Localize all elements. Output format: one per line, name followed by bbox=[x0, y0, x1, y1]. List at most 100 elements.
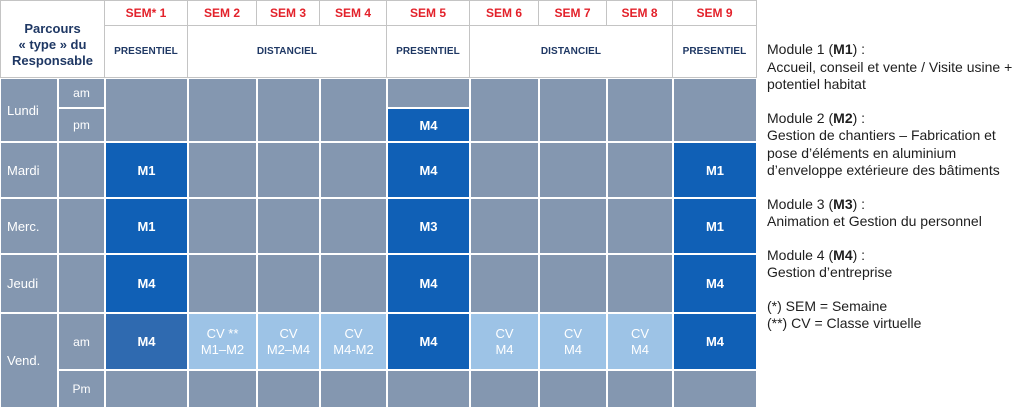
empty-slot bbox=[58, 198, 105, 254]
mode-header-distanciel: DISTANCIEL bbox=[188, 26, 387, 78]
empty-slot bbox=[188, 142, 257, 198]
legend-module-4: Module 4 (M4) : Gestion d’entreprise bbox=[767, 247, 1024, 282]
legend-module-heading: Module 4 (M4) : bbox=[767, 247, 1024, 265]
legend-notes: (*) SEM = Semaine (**) CV = Classe virtu… bbox=[767, 298, 1024, 333]
empty-slot bbox=[188, 198, 257, 254]
empty-slot bbox=[320, 254, 387, 313]
virtual-class-label: CV bbox=[563, 325, 583, 341]
legend-module-1: Module 1 (M1) : Accueil, conseil et vent… bbox=[767, 41, 1024, 94]
session-lundi-pm-sem5: M4 bbox=[387, 108, 470, 142]
corner-label-line: « type » du bbox=[18, 37, 87, 52]
session-jeudi-sem5: M4 bbox=[387, 254, 470, 313]
empty-slot bbox=[320, 370, 387, 408]
legend-module-description: Gestion de chantiers – Fabrication et bbox=[767, 127, 996, 143]
empty-slot bbox=[470, 254, 539, 313]
week-header-sem9: SEM 9 bbox=[673, 0, 757, 26]
virtual-class-label: CV ** bbox=[206, 325, 239, 341]
empty-slot bbox=[320, 198, 387, 254]
session-jeudi-sem9: M4 bbox=[673, 254, 757, 313]
virtual-class-modules: M4 bbox=[630, 341, 650, 357]
empty-slot bbox=[607, 78, 673, 142]
week-header-sem7: SEM 7 bbox=[539, 0, 607, 26]
empty-slot bbox=[539, 370, 607, 408]
session-mardi-sem1: M1 bbox=[105, 142, 188, 198]
empty-slot bbox=[188, 370, 257, 408]
empty-slot bbox=[607, 142, 673, 198]
mode-header-presentiel: PRESENTIEL bbox=[387, 26, 470, 78]
empty-slot bbox=[607, 370, 673, 408]
empty-slot bbox=[257, 142, 320, 198]
virtual-class-label: CV bbox=[495, 325, 514, 341]
empty-slot bbox=[673, 370, 757, 408]
day-label-lundi: Lundi bbox=[0, 78, 58, 142]
empty-slot bbox=[470, 370, 539, 408]
empty-slot bbox=[387, 370, 470, 408]
session-jeudi-sem1: M4 bbox=[105, 254, 188, 313]
empty-slot bbox=[105, 78, 188, 142]
empty-slot bbox=[607, 254, 673, 313]
session-vendredi-am-sem5: M4 bbox=[387, 313, 470, 370]
empty-slot bbox=[539, 254, 607, 313]
virtual-class-cell-sem2: CV ** M1–M2 bbox=[188, 313, 257, 370]
slot-label-am: am bbox=[58, 313, 105, 370]
module-heading-text: Module 3 ( bbox=[767, 195, 834, 212]
legend-note: (*) SEM = Semaine bbox=[767, 297, 888, 314]
day-label-jeudi: Jeudi bbox=[0, 254, 58, 313]
slot-label-pm: pm bbox=[58, 108, 105, 142]
empty-slot bbox=[257, 198, 320, 254]
module-heading-text: Module 4 ( bbox=[767, 246, 834, 263]
virtual-class-modules: M2–M4 bbox=[266, 341, 311, 357]
virtual-class-modules: M1–M2 bbox=[200, 341, 245, 357]
legend-module-heading: Module 2 (M2) : bbox=[767, 110, 1024, 128]
session-mardi-sem5: M4 bbox=[387, 142, 470, 198]
module-heading-end: ) : bbox=[852, 41, 866, 57]
week-header-sem3: SEM 3 bbox=[257, 0, 320, 26]
slot-label-pm: Pm bbox=[58, 370, 105, 408]
day-label-mercredi: Merc. bbox=[0, 198, 58, 254]
empty-slot bbox=[188, 78, 257, 142]
empty-slot bbox=[387, 78, 470, 108]
virtual-class-label: CV bbox=[344, 325, 363, 341]
module-heading-end: ) : bbox=[852, 195, 866, 212]
virtual-class-cell-sem3: CV M2–M4 bbox=[257, 313, 320, 370]
schedule-table: Parcours « type » du Responsable SEM* 1 … bbox=[0, 0, 757, 408]
virtual-class-modules: M4-M2 bbox=[333, 341, 374, 357]
empty-slot bbox=[257, 370, 320, 408]
legend-module-description: potentiel habitat bbox=[767, 76, 866, 92]
corner-label-line: Parcours bbox=[24, 21, 81, 36]
mode-header-presentiel: PRESENTIEL bbox=[673, 26, 757, 78]
empty-slot bbox=[188, 254, 257, 313]
virtual-class-cell-sem4: CV M4-M2 bbox=[320, 313, 387, 370]
module-heading-text: Module 2 ( bbox=[767, 109, 834, 126]
module-code: M2 bbox=[833, 109, 853, 126]
session-mardi-sem9: M1 bbox=[673, 142, 757, 198]
legend-module-description: d’enveloppe extérieure des bâtiments bbox=[767, 162, 1000, 178]
legend-module-description: Animation et Gestion du personnel bbox=[767, 213, 982, 229]
module-code: M1 bbox=[833, 41, 853, 57]
legend-module-2: Module 2 (M2) : Gestion de chantiers – F… bbox=[767, 110, 1024, 180]
module-heading-end: ) : bbox=[852, 246, 866, 263]
empty-slot bbox=[673, 78, 757, 142]
session-vendredi-am-sem1: M4 bbox=[105, 313, 188, 370]
corner-label-line: Responsable bbox=[12, 53, 93, 68]
empty-slot bbox=[105, 370, 188, 408]
virtual-class-cell-sem8: CV M4 bbox=[607, 313, 673, 370]
virtual-class-label: CV bbox=[279, 325, 298, 341]
session-mercredi-sem9: M1 bbox=[673, 198, 757, 254]
session-vendredi-am-sem9: M4 bbox=[673, 313, 757, 370]
slot-label-am: am bbox=[58, 78, 105, 108]
week-header-sem4: SEM 4 bbox=[320, 0, 387, 26]
week-header-sem5: SEM 5 bbox=[387, 0, 470, 26]
session-mercredi-sem5: M3 bbox=[387, 198, 470, 254]
day-label-mardi: Mardi bbox=[0, 142, 58, 198]
virtual-class-label: CV bbox=[630, 325, 650, 341]
virtual-class-cell-sem6: CV M4 bbox=[470, 313, 539, 370]
empty-slot bbox=[257, 78, 320, 142]
mode-header-distanciel: DISTANCIEL bbox=[470, 26, 673, 78]
week-header-sem1: SEM* 1 bbox=[105, 0, 188, 26]
empty-slot bbox=[470, 78, 539, 142]
empty-slot bbox=[539, 78, 607, 142]
empty-slot bbox=[470, 198, 539, 254]
legend-module-3: Module 3 (M3) : Animation et Gestion du … bbox=[767, 196, 1024, 231]
virtual-class-modules: M4 bbox=[563, 341, 583, 357]
